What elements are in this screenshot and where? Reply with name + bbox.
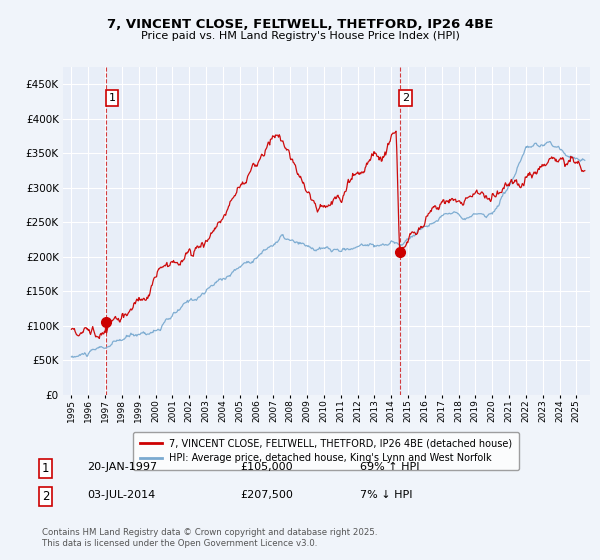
Legend: 7, VINCENT CLOSE, FELTWELL, THETFORD, IP26 4BE (detached house), HPI: Average pr: 7, VINCENT CLOSE, FELTWELL, THETFORD, IP… xyxy=(133,432,520,470)
Text: £207,500: £207,500 xyxy=(240,490,293,500)
Text: 2: 2 xyxy=(402,93,409,103)
Text: 7% ↓ HPI: 7% ↓ HPI xyxy=(360,490,413,500)
Text: 20-JAN-1997: 20-JAN-1997 xyxy=(87,462,157,472)
Text: 1: 1 xyxy=(109,93,115,103)
Text: Price paid vs. HM Land Registry's House Price Index (HPI): Price paid vs. HM Land Registry's House … xyxy=(140,31,460,41)
Text: 69% ↑ HPI: 69% ↑ HPI xyxy=(360,462,419,472)
Text: 1: 1 xyxy=(42,462,50,475)
Text: 03-JUL-2014: 03-JUL-2014 xyxy=(87,490,155,500)
Text: 7, VINCENT CLOSE, FELTWELL, THETFORD, IP26 4BE: 7, VINCENT CLOSE, FELTWELL, THETFORD, IP… xyxy=(107,18,493,31)
Text: 2: 2 xyxy=(42,490,50,503)
Text: £105,000: £105,000 xyxy=(240,462,293,472)
Text: Contains HM Land Registry data © Crown copyright and database right 2025.
This d: Contains HM Land Registry data © Crown c… xyxy=(42,528,377,548)
